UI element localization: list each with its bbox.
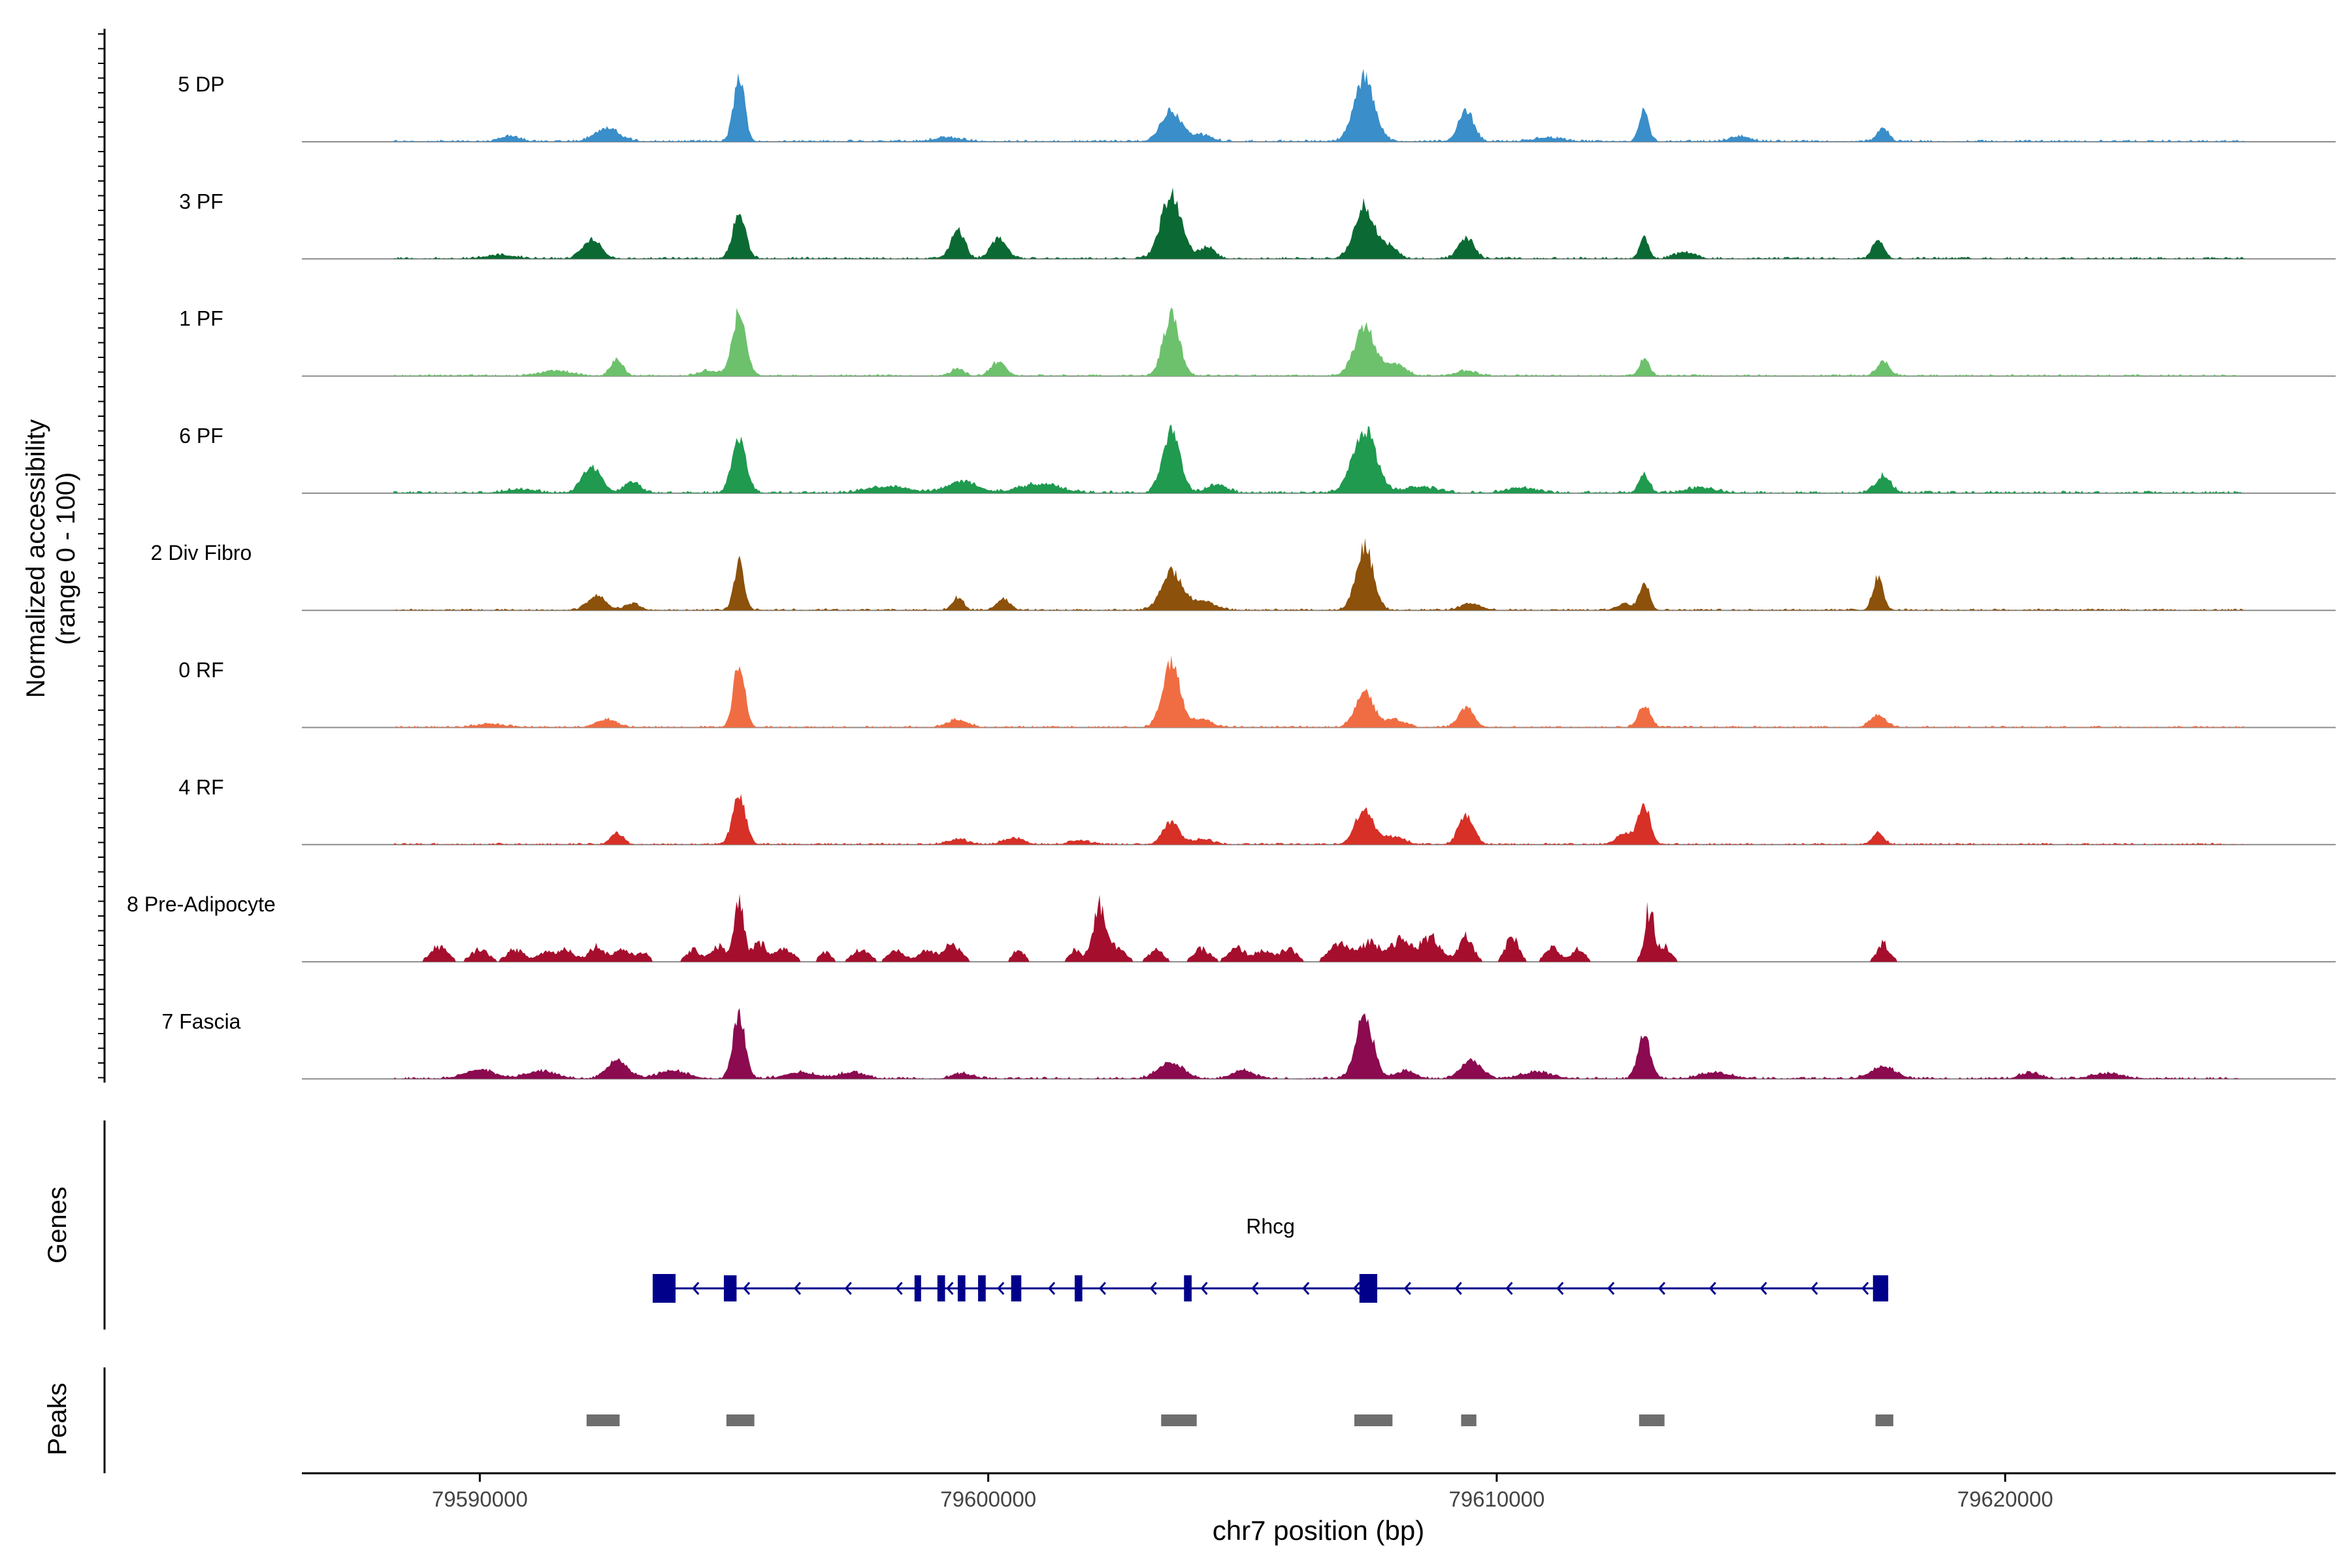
track-label: 1 PF [179,307,223,331]
peak-regions [586,1414,1893,1426]
track-label: 8 Pre-Adipocyte [127,892,276,916]
gene-exon [957,1275,966,1301]
coverage-area [393,424,2244,493]
track-3-pf: 3 PF [179,188,2336,260]
x-tick-label: 79620000 [1957,1487,2053,1511]
gene-exon [652,1274,676,1303]
track-label: 4 RF [178,776,223,799]
x-axis-ticks: 79590000 79600000 79610000 79620000 [432,1473,2053,1511]
strand-arrow [895,1282,903,1295]
strand-arrow [946,1282,954,1295]
strand-arrow [692,1282,700,1295]
strand-arrow [1556,1282,1564,1295]
coverage-area [393,794,2244,845]
strand-arrow [1810,1282,1818,1295]
track-label: 3 PF [179,189,223,213]
x-axis-title: chr7 position (bp) [1213,1515,1425,1546]
peaks-axis-label: Peaks [43,1382,72,1455]
strand-arrow [1048,1282,1056,1295]
strand-arrow [1658,1282,1666,1295]
strand-arrow [1251,1282,1259,1295]
strand-arrow [793,1282,802,1295]
strand-arrow [743,1282,751,1295]
strand-arrow [1352,1282,1361,1295]
gene-exon [937,1275,945,1301]
strand-arrow [1149,1282,1157,1295]
peak-region [726,1414,755,1426]
strand-arrow [1200,1282,1208,1295]
gene-exon [1359,1274,1377,1303]
track-0-rf: 0 RF [178,655,2336,728]
peak-region [1161,1414,1197,1426]
strand-arrow [1505,1282,1513,1295]
peak-region [586,1414,620,1426]
gene-exon [723,1275,737,1301]
track-4-rf: 4 RF [178,776,2336,845]
track-6-pf: 6 PF [179,424,2336,494]
coverage-area [393,894,2244,962]
strand-arrow [1861,1282,1869,1295]
strand-arrow [997,1282,1005,1295]
gene-model: Rhcg [652,1215,1889,1303]
coverage-area [393,1008,2244,1079]
track-8-pre-adipocyte: 8 Pre-Adipocyte [127,892,2336,963]
strand-arrow [1302,1282,1310,1295]
strand-arrow [1454,1282,1462,1295]
track-label: 5 DP [178,73,224,96]
genes-axis-label: Genes [43,1186,72,1264]
peak-region [1354,1414,1393,1426]
gene-exon [1011,1275,1022,1301]
gene-exon [1872,1275,1889,1301]
peak-region [1875,1414,1893,1426]
coverage-area [393,307,2244,376]
track-label: 6 PF [179,424,223,448]
track-label: 2 Div Fibro [151,541,252,564]
coverage-area [393,69,2244,142]
peak-region [1461,1414,1477,1426]
gene-name-label: Rhcg [1246,1215,1295,1238]
coverage-area [393,655,2244,728]
track-7-fascia: 7 Fascia [162,1008,2336,1080]
tracks-y-axis-ticks [98,33,105,1079]
track-5-dp: 5 DP [178,69,2336,142]
gene-exon [978,1275,986,1301]
x-tick-label: 79610000 [1448,1487,1544,1511]
strand-arrow [1708,1282,1716,1295]
peak-region [1639,1414,1665,1426]
strand-arrow [844,1282,852,1295]
track-2-div-fibro: 2 Div Fibro [151,538,2336,612]
x-tick-label: 79590000 [432,1487,528,1511]
track-label: 7 Fascia [162,1009,241,1033]
y-axis-label-line1: Normalized accessibility [22,419,50,698]
coverage-tracks: 5 DP 3 PF 1 PF 6 PF 2 Div Fibro 0 RF 4 RF 8 Pre… [127,69,2336,1080]
strand-arrow [1607,1282,1615,1295]
gene-exon [1184,1275,1192,1301]
y-axis-label-line2: (range 0 - 100) [52,472,80,645]
coverage-area [393,538,2244,611]
track-label: 0 RF [178,659,223,682]
strand-arrow [1759,1282,1767,1295]
gene-exon [914,1275,921,1301]
gene-exon [1074,1275,1083,1301]
strand-arrow [1403,1282,1411,1295]
track-1-pf: 1 PF [179,307,2336,377]
x-tick-label: 79600000 [940,1487,1036,1511]
coverage-area [393,188,2244,259]
strand-arrow [1098,1282,1106,1295]
